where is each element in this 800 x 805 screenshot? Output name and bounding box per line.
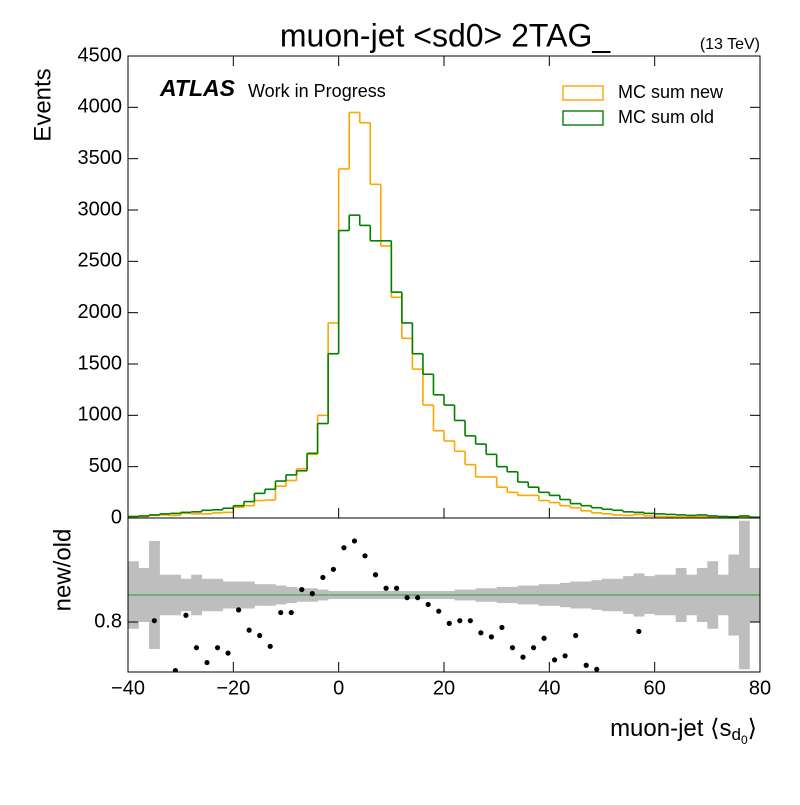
ratio-point [204, 659, 210, 666]
y-tick-label: 2500 [78, 250, 123, 272]
ratio-point [372, 572, 379, 578]
x-tick-label: 20 [433, 677, 455, 699]
ratio-point [552, 657, 558, 663]
ratio-point [214, 645, 221, 651]
y-tick-label: 3000 [78, 198, 123, 220]
ratio-point [583, 662, 589, 668]
ratio-point [457, 618, 463, 624]
y-tick-label: 0 [111, 506, 122, 528]
ratio-point [267, 643, 273, 649]
ratio-point [278, 609, 284, 616]
chart-title: muon-jet <sd0> 2TAG_ [280, 17, 611, 53]
y-tick-label: 1000 [78, 404, 123, 426]
x-label-sub: d [731, 725, 740, 744]
x-tick-label: −20 [216, 677, 250, 699]
y-tick-label: 4000 [78, 96, 123, 118]
ratio-point [425, 601, 431, 608]
ratio-point [383, 585, 389, 591]
plot-frame [127, 517, 761, 673]
legend-swatch [562, 85, 604, 101]
ratio-point [151, 618, 157, 624]
ratio-point [288, 609, 294, 616]
ratio-point [499, 624, 505, 631]
ratio-point [299, 586, 305, 593]
ratio-point [467, 618, 473, 624]
ratio-point [309, 591, 315, 597]
status-label: Work in Progress [248, 81, 386, 101]
x-tick-label: 0 [333, 677, 344, 699]
ratio-point [362, 553, 368, 559]
ratio-point [225, 650, 231, 656]
ratio-point [478, 630, 484, 636]
x-axis-label: muon-jet ⟨sd0⟩ [610, 715, 757, 747]
ratio-point [436, 608, 442, 614]
ratio-point [341, 545, 347, 551]
ratio-point [520, 654, 526, 660]
ratio-point [530, 645, 537, 651]
ratio-point [636, 628, 642, 635]
x-tick-label: 80 [749, 677, 771, 699]
y-tick-label: 0.8 [94, 610, 122, 632]
ratio-point [320, 574, 326, 581]
ratio-point [541, 635, 547, 641]
atlas-label: ATLAS [159, 75, 236, 101]
x-tick-label: 40 [538, 677, 560, 699]
ratio-point [236, 607, 242, 613]
ratio-point [404, 595, 410, 601]
x-tick-label: 60 [644, 677, 666, 699]
legend-label: MC sum old [618, 107, 714, 127]
ratio-point [509, 645, 516, 651]
ratio-point [351, 538, 358, 544]
legend-swatch [562, 110, 604, 126]
y-tick-label: 2000 [78, 301, 123, 323]
x-label-subsub: 0 [741, 733, 748, 747]
energy-label: (13 TeV) [700, 36, 760, 53]
ratio-point [415, 595, 421, 601]
ratio-point [183, 612, 189, 618]
x-label-main: muon-jet ⟨s [610, 715, 731, 742]
x-label-close: ⟩ [748, 715, 757, 742]
y-tick-label: 500 [89, 455, 122, 477]
y-tick-label: 4500 [78, 44, 123, 66]
y-axis-label: Events [29, 68, 56, 141]
ratio-point [562, 653, 568, 659]
y-tick-label: 3500 [78, 147, 123, 169]
ratio-point [172, 668, 178, 672]
ratio-point [257, 632, 263, 639]
ratio-point [594, 666, 600, 672]
ratio-y-label: new/old [49, 529, 76, 612]
legend-label: MC sum new [618, 82, 724, 102]
ratio-point [446, 620, 452, 626]
ratio-point [573, 632, 579, 639]
x-tick-label: −40 [111, 677, 145, 699]
y-tick-label: 1500 [78, 352, 123, 374]
ratio-point [246, 627, 252, 633]
ratio-point [193, 645, 200, 651]
ratio-point [330, 566, 336, 572]
ratio-point [488, 634, 494, 640]
ratio-point [394, 585, 400, 591]
